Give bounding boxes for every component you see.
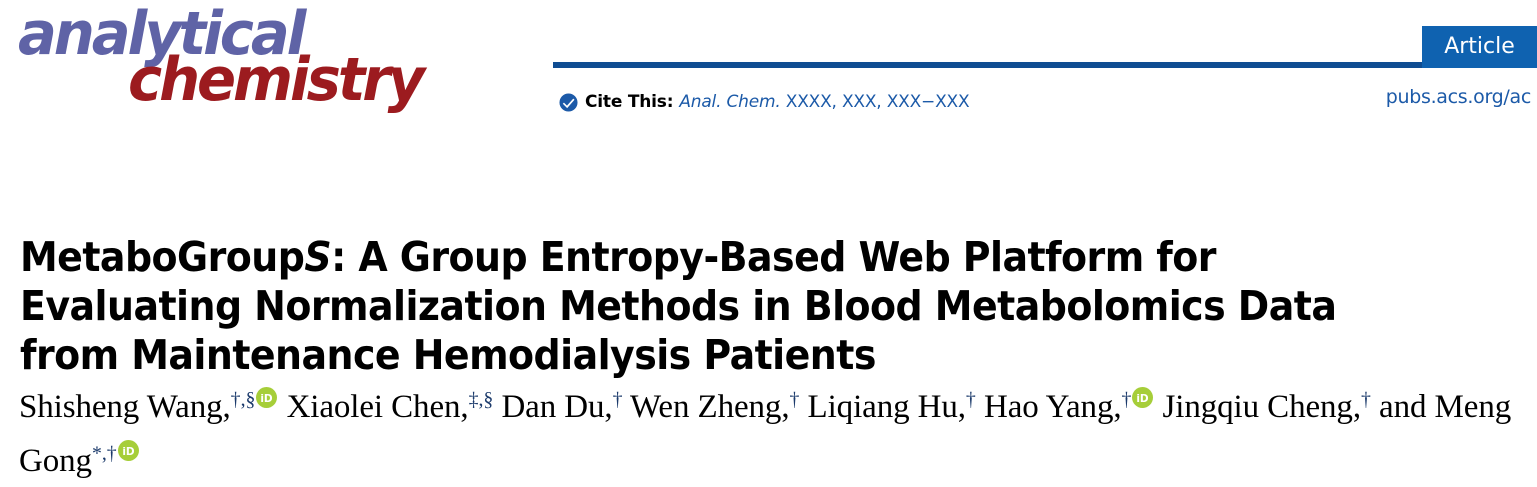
journal-url-link[interactable]: pubs.acs.org/ac: [1385, 86, 1532, 108]
check-circle-icon: [559, 92, 578, 112]
cite-this-line[interactable]: Cite This: Anal. Chem. XXXX, XXX, XXX−XX…: [559, 88, 970, 116]
author-name: Liqiang Hu,: [807, 389, 966, 426]
article-type-badge: Article: [1422, 26, 1537, 68]
cite-this-citation-numbers: XXXX, XXX, XXX−XXX: [785, 92, 970, 112]
orcid-icon[interactable]: iD: [256, 386, 278, 408]
author-entry: Hao Yang,† iD: [983, 386, 1154, 426]
author-list: Shisheng Wang,†,§ iD Xiaolei Chen,‡,§ Dan…: [19, 377, 1534, 484]
article-title-part1: MetaboGroup: [20, 233, 305, 282]
author-affiliation-marker: †: [1121, 389, 1132, 411]
svg-text:iD: iD: [122, 446, 135, 458]
svg-text:iD: iD: [261, 392, 274, 404]
cite-this-journal-abbrev: Anal. Chem.: [679, 92, 786, 112]
author-entry: Xiaolei Chen,‡,§: [287, 389, 494, 425]
logo-word-analytical: analytical: [18, 0, 306, 69]
author-affiliation-marker: †: [789, 389, 800, 411]
author-entry: Shisheng Wang,†,§ iD: [19, 386, 278, 426]
author-entry: Dan Du,†: [501, 389, 622, 425]
author-name: Dan Du,: [501, 389, 613, 426]
article-title-part2: : A Group Entropy-Based Web Platform for…: [20, 233, 1337, 380]
cite-this-reference: Anal. Chem. XXXX, XXX, XXX−XXX: [679, 92, 969, 112]
author-entry: and Meng Gong*,† iD: [19, 389, 1511, 478]
author-name: Hao Yang,: [983, 389, 1122, 426]
author-entry: Jingqiu Cheng,†: [1163, 389, 1371, 425]
author-affiliation-marker: *,†: [91, 442, 117, 465]
author-name: and Meng Gong: [19, 389, 1512, 479]
author-entry: Wen Zheng,†: [630, 389, 799, 425]
article-title: MetaboGroupS: A Group Entropy-Based Web …: [20, 233, 1408, 380]
orcid-icon[interactable]: iD: [1132, 386, 1154, 408]
author-affiliation-marker: †,§: [230, 389, 256, 411]
analytical-chemistry-logo: analytical chemistry: [18, 0, 538, 118]
author-name: Xiaolei Chen,: [286, 389, 469, 426]
author-entry: Liqiang Hu,†: [808, 389, 976, 425]
article-title-italic-s: S: [304, 233, 332, 282]
author-affiliation-marker: †: [1360, 389, 1371, 411]
orcid-icon[interactable]: iD: [117, 440, 139, 462]
svg-text:iD: iD: [1137, 392, 1150, 404]
logo-word-chemistry: chemistry: [128, 45, 425, 115]
masthead-divider: [553, 62, 1422, 68]
author-name: Shisheng Wang,: [19, 389, 231, 426]
author-name: Wen Zheng,: [630, 389, 790, 426]
author-name: Jingqiu Cheng,: [1162, 389, 1362, 426]
cite-this-label: Cite This:: [585, 92, 674, 112]
author-affiliation-marker: †: [612, 389, 623, 411]
author-affiliation-marker: ‡,§: [468, 389, 494, 411]
author-affiliation-marker: †: [965, 389, 976, 411]
masthead: analytical chemistry Article Cite This: …: [0, 0, 1537, 130]
